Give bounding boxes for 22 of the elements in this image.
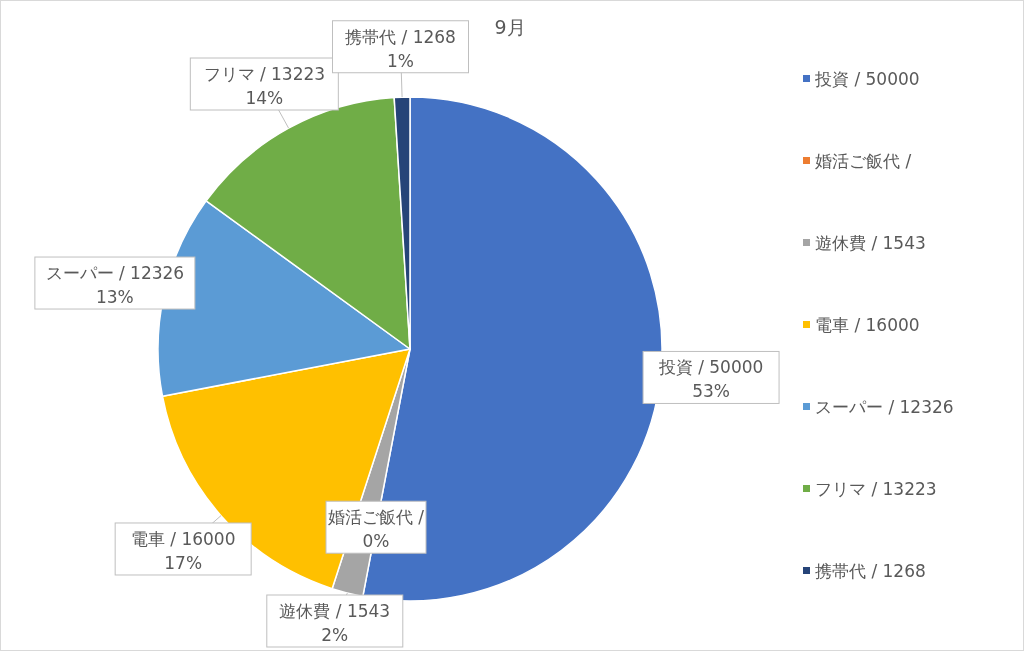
legend-label: 投資 / 50000 [814, 69, 920, 89]
data-label: 14% [245, 88, 284, 108]
data-label: 13% [95, 287, 134, 308]
legend-label: 婚活ご飯代 / [815, 151, 912, 171]
slice-label: 遊休費 / 1543 [279, 601, 391, 621]
category-label: 婚活ご飯代 / [327, 507, 425, 528]
legend-label: 電車 / 16000 [815, 315, 920, 335]
text: 0% [362, 531, 390, 552]
chart-title: 9月 [494, 16, 526, 38]
legend-label: 携帯代 / 1268 [815, 561, 926, 581]
slice-label: 投資 / 50000 [657, 357, 764, 378]
legend-label: フリマ / 13223 [815, 479, 937, 499]
data-label: 1% [387, 50, 414, 71]
slice-label: 携帯代 / 1268 [345, 26, 456, 47]
legend-label: 遊休費 / 1543 [815, 233, 926, 253]
data-label: 53% [692, 381, 730, 402]
slice-label: スーパー / 12326 [45, 263, 185, 284]
slice-label: 電車 / 16000 [130, 528, 236, 549]
data-label: 2% [321, 625, 349, 645]
data-label: 17% [164, 552, 203, 573]
slice-label: フリマ / 13223 [203, 64, 326, 84]
legend-label: スーパー / 12326 [815, 397, 954, 417]
